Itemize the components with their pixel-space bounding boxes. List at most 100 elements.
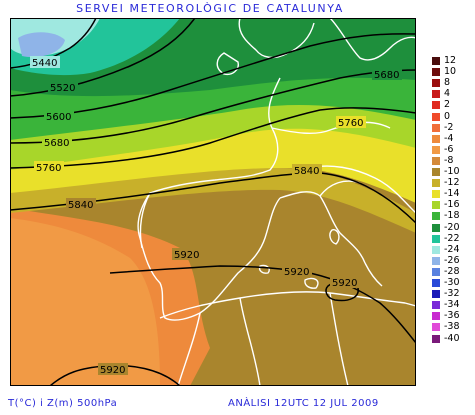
contour-5760 xyxy=(10,107,416,169)
legend-label: -26 xyxy=(444,254,460,266)
legend-entry: -20 xyxy=(432,221,472,233)
legend-swatch xyxy=(432,290,440,299)
legend-swatch xyxy=(432,156,440,165)
legend-label: -40 xyxy=(444,332,460,344)
legend-entry: 4 xyxy=(432,88,472,100)
legend-label: -30 xyxy=(444,277,460,288)
contour-5680 xyxy=(10,69,416,144)
map-title: SERVEI METEOROLÒGIC DE CATALUNYA xyxy=(76,2,344,15)
legend-swatch xyxy=(432,168,440,176)
legend-entry: -38 xyxy=(432,321,472,333)
contour-label-5600: 5600 xyxy=(46,112,71,123)
legend-label: 0 xyxy=(444,110,451,122)
legend-swatch xyxy=(432,256,440,265)
legend-swatch xyxy=(432,190,440,199)
contour-labels: 5440 5520 5600 5680 5680 5760 5760 5840 … xyxy=(30,56,402,376)
legend-entry: -10 xyxy=(432,166,472,177)
legend-entry: 0 xyxy=(432,110,472,122)
legend-entry: -26 xyxy=(432,254,472,266)
temp-band-green xyxy=(10,76,416,140)
legend-entry: -36 xyxy=(432,310,472,322)
legend-label: 12 xyxy=(444,55,457,66)
legend-label: 4 xyxy=(444,88,451,100)
legend-label: -10 xyxy=(444,166,460,177)
legend-entry: 8 xyxy=(432,77,472,89)
legend-entry: -34 xyxy=(432,299,472,311)
legend-entry: -32 xyxy=(432,288,472,300)
temp-band-orange-west xyxy=(10,218,160,386)
temp-band-olive xyxy=(10,168,416,233)
legend-label: -24 xyxy=(444,243,460,255)
contour-label-5920-east: 5920 xyxy=(332,278,357,289)
legend-swatch xyxy=(432,79,440,88)
legend-swatch xyxy=(432,112,440,121)
legend-swatch xyxy=(432,101,440,110)
contour-label-5920-south: 5920 xyxy=(100,365,125,376)
legend-entry: 12 xyxy=(432,55,472,66)
contour-5520 xyxy=(10,18,196,97)
footer-analysis-date: ANÀLISI 12UTC 12 JUL 2009 xyxy=(228,398,379,409)
legend-swatch xyxy=(432,134,440,143)
legend-label: -16 xyxy=(444,199,460,211)
temp-band-lightgreen xyxy=(10,102,416,170)
legend-swatch xyxy=(432,245,440,254)
contour-label-5680-east: 5680 xyxy=(374,70,399,81)
legend-entry: -4 xyxy=(432,132,472,144)
legend-label: -2 xyxy=(444,121,454,133)
legend-swatch xyxy=(432,68,440,77)
legend-label: -18 xyxy=(444,210,460,222)
contour-label-5920-west: 5920 xyxy=(174,250,199,261)
legend-swatch xyxy=(432,145,440,154)
legend-label: 8 xyxy=(444,77,451,89)
legend-label: -32 xyxy=(444,288,460,300)
legend-swatch xyxy=(432,90,440,99)
legend-swatch xyxy=(432,267,440,276)
legend-swatch xyxy=(432,212,440,221)
contour-5440 xyxy=(10,18,97,69)
contour-label-5840-west: 5840 xyxy=(68,200,93,211)
legend-entry: -2 xyxy=(432,121,472,133)
contour-label-5760-west: 5760 xyxy=(36,163,61,174)
legend-label: -36 xyxy=(444,310,460,322)
contour-label-5840-east: 5840 xyxy=(294,166,319,177)
legend-swatch xyxy=(432,57,440,65)
footer-variable-label: T(°C) i Z(m) 500hPa xyxy=(8,398,118,409)
legend-label: -20 xyxy=(444,221,460,233)
legend-swatch xyxy=(432,323,440,332)
legend-label: -6 xyxy=(444,143,454,155)
legend-swatch xyxy=(432,312,440,321)
contour-label-5440: 5440 xyxy=(32,58,57,69)
legend-entry: 2 xyxy=(432,99,472,111)
legend-entry: -16 xyxy=(432,199,472,211)
legend-swatch xyxy=(432,279,440,287)
legend-entry: -24 xyxy=(432,243,472,255)
legend-entry: -8 xyxy=(432,155,472,166)
contour-label-5680-west: 5680 xyxy=(44,138,69,149)
legend-label: -34 xyxy=(444,299,460,311)
contour-label-5760-east: 5760 xyxy=(338,118,363,129)
legend-label: 2 xyxy=(444,99,451,111)
legend-entry: 10 xyxy=(432,66,472,78)
legend-entry: -12 xyxy=(432,177,472,189)
legend-entry: -14 xyxy=(432,188,472,200)
legend-label: -14 xyxy=(444,188,460,200)
weather-map: 5440 5520 5600 5680 5680 5760 5760 5840 … xyxy=(10,18,416,386)
legend-entry: -28 xyxy=(432,266,472,277)
legend-label: -4 xyxy=(444,132,454,144)
legend-swatch xyxy=(432,234,440,243)
legend-entry: -40 xyxy=(432,332,472,344)
legend-swatch xyxy=(432,179,440,188)
legend-label: 10 xyxy=(444,66,457,78)
legend-label: -22 xyxy=(444,232,460,244)
contour-5600 xyxy=(10,33,416,119)
contour-5840 xyxy=(10,172,416,224)
legend-swatch xyxy=(432,334,440,343)
legend-swatch xyxy=(432,123,440,132)
legend-entry: -30 xyxy=(432,277,472,288)
legend-entry: -22 xyxy=(432,232,472,244)
legend-label: -38 xyxy=(444,321,460,333)
temp-band-blue xyxy=(18,32,65,58)
legend-swatch xyxy=(432,301,440,310)
legend-label: -12 xyxy=(444,177,460,189)
legend-swatch xyxy=(432,223,440,232)
